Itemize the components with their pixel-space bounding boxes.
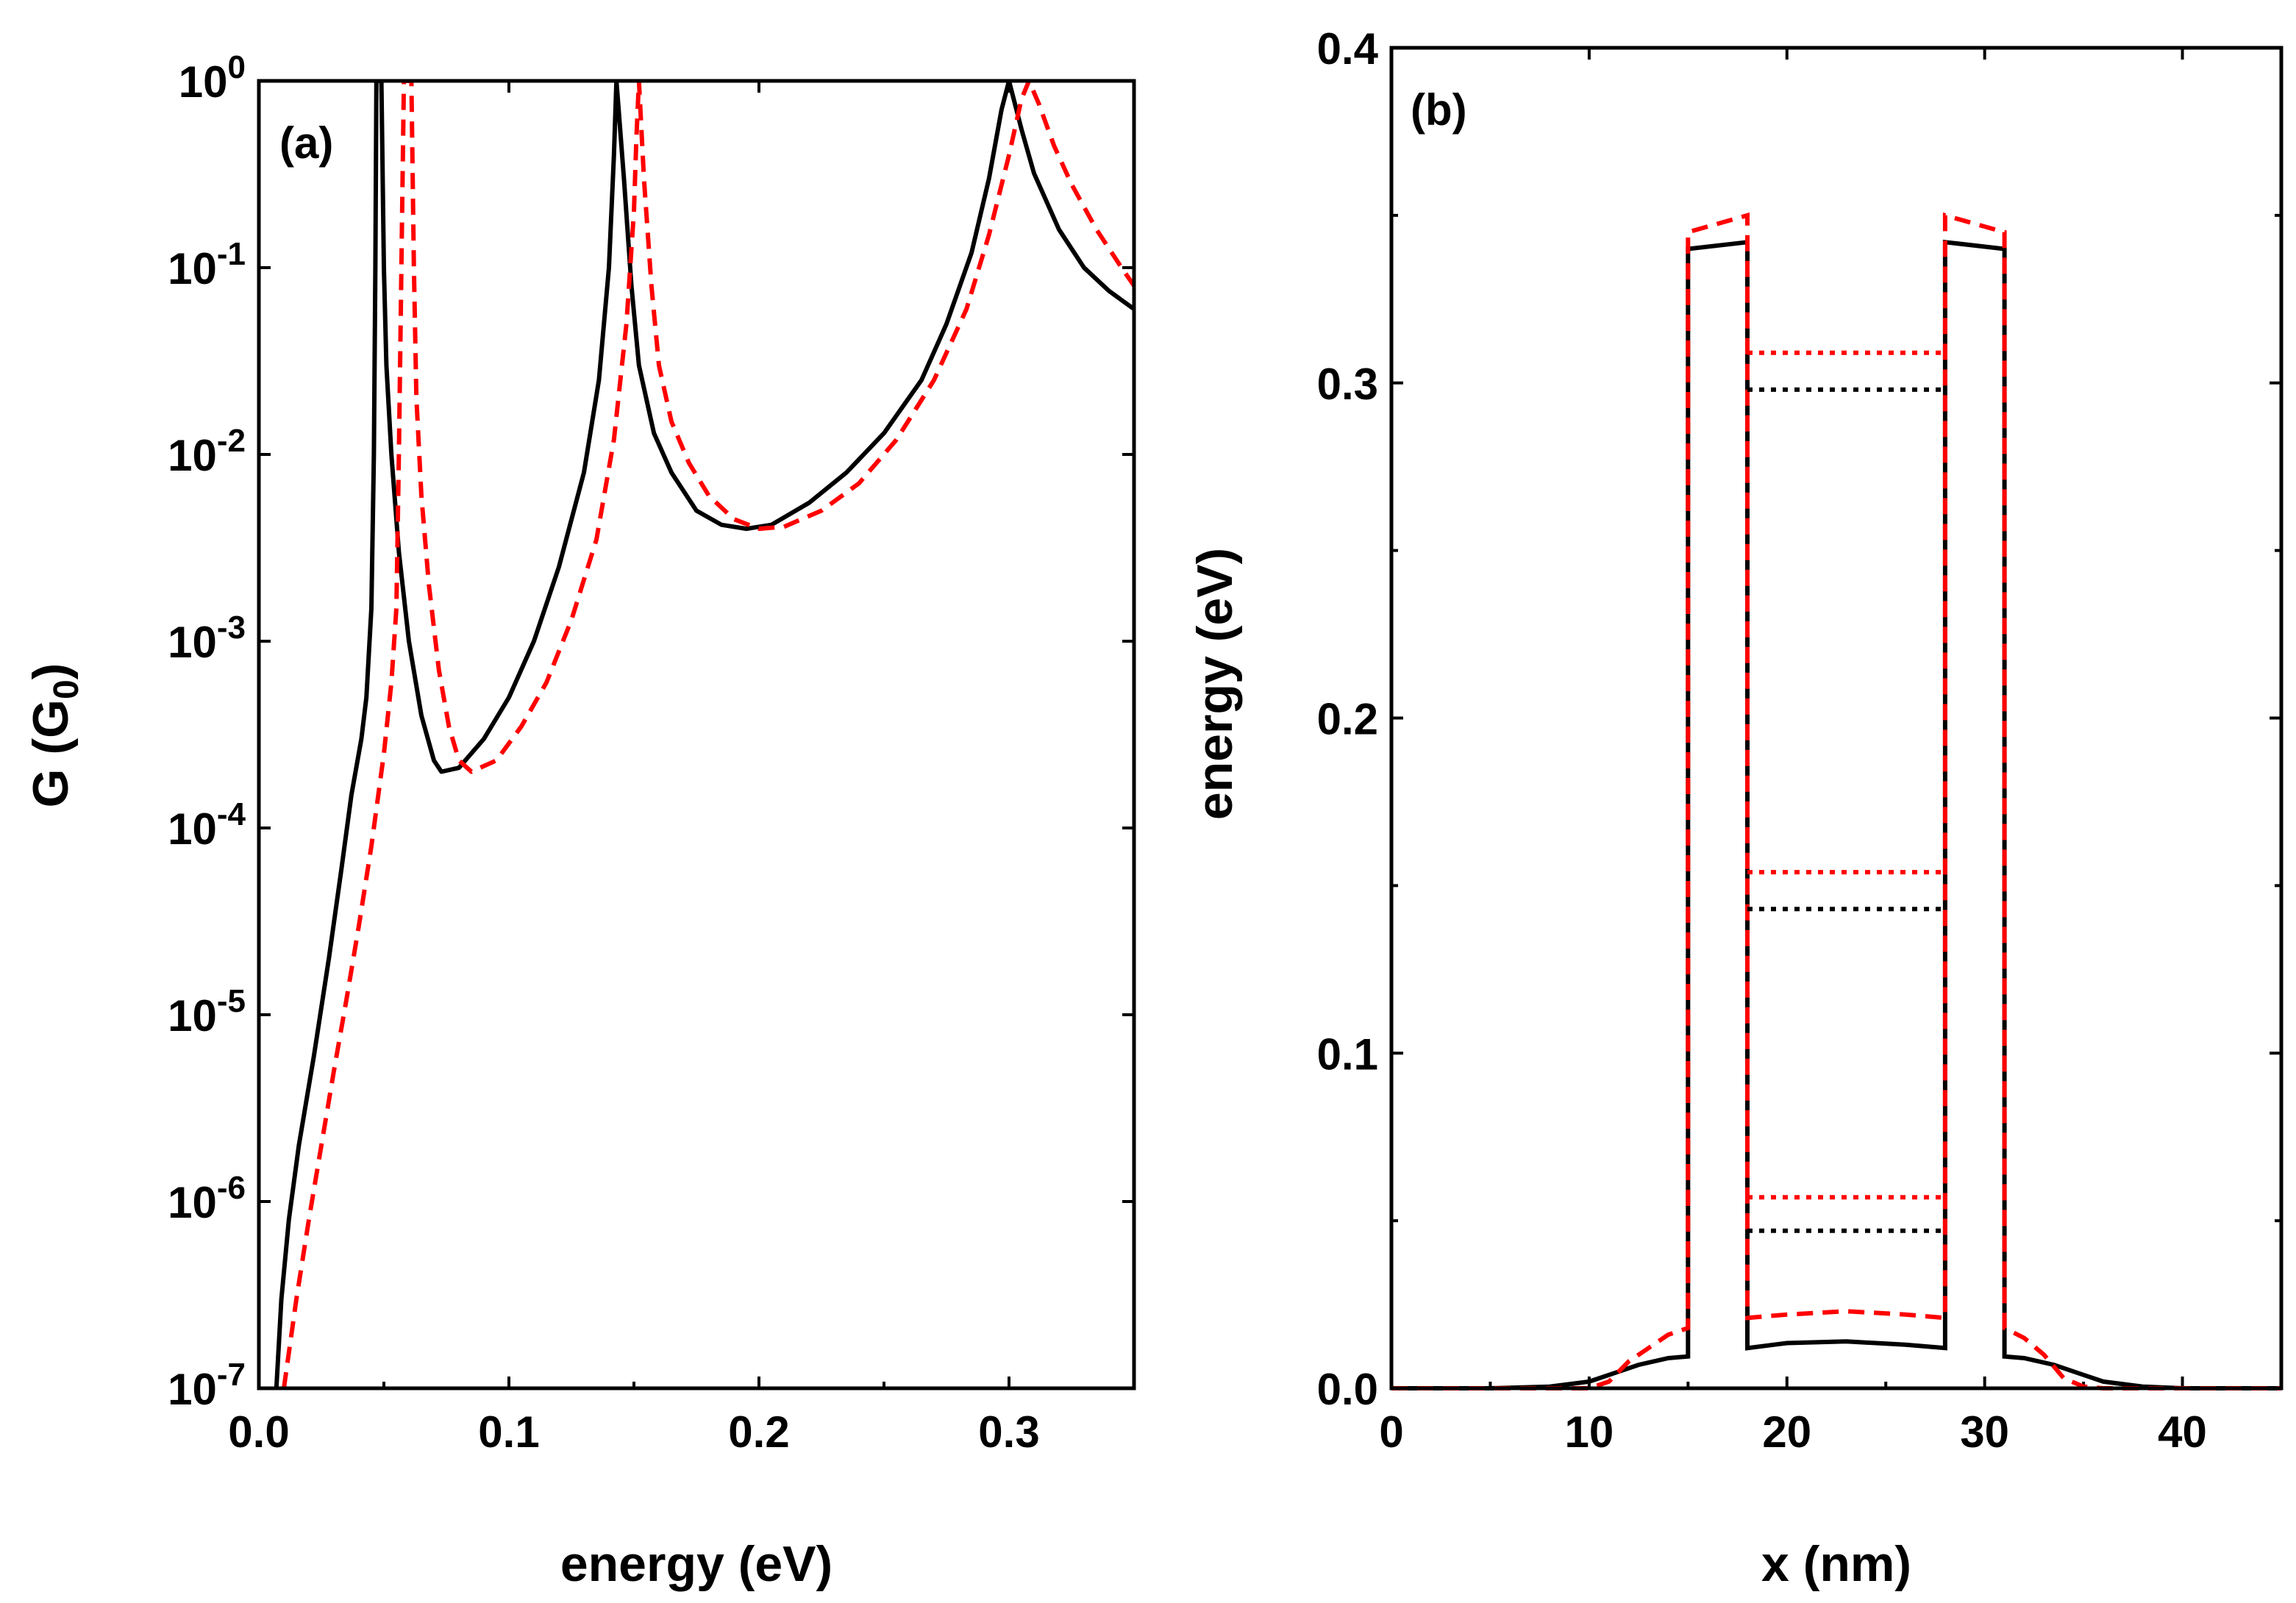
panel-b-y-tick-label: 0.0 <box>1317 1365 1378 1414</box>
panel-a-ticks: 0.0 0.1 0.2 0.310-710-610-510-410-310-210-1… <box>168 49 1134 1457</box>
panel-b-series-potential-solid <box>1391 239 2281 1390</box>
panel-a-ylabel-base: G (G <box>23 699 79 807</box>
panel-b-y-tick-label: 0.1 <box>1317 1029 1378 1079</box>
panel-a-y-tick-exp: -4 <box>217 796 246 832</box>
panel-a-y-tick-exp: -7 <box>217 1357 246 1393</box>
panel-b-x-tick-label: 0 <box>1379 1407 1403 1457</box>
panel-b-y-tick-label: 0.4 <box>1317 24 1379 74</box>
panel-b-series-potential-dashed <box>1391 212 2281 1390</box>
panel-a-y-tick-label: 10-5 <box>168 983 246 1040</box>
panel-b-label: (b) <box>1411 85 1467 135</box>
panel-a-y-tick-label: 10-1 <box>168 236 246 293</box>
panel-a-series <box>274 81 1134 1388</box>
panel-a-y-tick-base: 10 <box>168 618 217 667</box>
panel-a-y-tick-base: 10 <box>168 1365 217 1414</box>
panel-a-y-tick-base: 10 <box>168 804 217 854</box>
panel-a-frame <box>257 79 1136 1390</box>
panel-a-y-tick-exp: -3 <box>217 610 246 646</box>
panel-b-y-tick-label: 0.2 <box>1317 695 1378 744</box>
panel-b-x-tick-label: 40 <box>2158 1407 2207 1457</box>
panel-a-xlabel: energy (eV) <box>560 1536 833 1592</box>
panel-b-x-tick-label: 30 <box>1960 1407 2009 1457</box>
panel-a-y-tick-label: 10-4 <box>168 796 246 854</box>
panel-b-series <box>1391 212 2281 1390</box>
panel-a-y-tick-base: 10 <box>168 1178 217 1227</box>
panel-a-y-tick-base: 10 <box>168 244 217 293</box>
panel-a-y-tick-base: 10 <box>179 57 228 107</box>
panel-a-y-tick-label: 10-2 <box>168 423 246 480</box>
panel-a-y-tick-base: 10 <box>168 991 217 1040</box>
panel-b-y-tick-label: 0.3 <box>1317 360 1378 409</box>
panel-a-ylabel-sub: 0 <box>47 679 86 699</box>
panel-a-y-tick-exp: -6 <box>217 1170 246 1206</box>
panel-a-ylabel-close: ) <box>23 663 79 680</box>
panel-a-x-tick-label: 0.2 <box>728 1407 789 1457</box>
panel-a-y-tick-exp: -5 <box>217 983 246 1019</box>
panel-a-x-tick-label: 0.1 <box>478 1407 539 1457</box>
panel-a-y-tick-exp: -2 <box>217 423 246 459</box>
panel-a-y-tick-label: 10-3 <box>168 610 246 667</box>
panel-b-x-tick-label: 10 <box>1565 1407 1614 1457</box>
panel-a-y-tick-label: 10-7 <box>168 1357 246 1414</box>
panel-a-label: (a) <box>279 118 333 168</box>
panel-a-y-tick-exp: 0 <box>228 49 246 85</box>
panel-a-x-tick-label: 0.0 <box>228 1407 289 1457</box>
panel-b-ticks: 0 10 20 30 40 0.0 0.1 0.2 0.3 0.4 <box>1317 24 2281 1457</box>
panel-a-series-dashed <box>282 81 1134 1388</box>
panel-b-x-tick-label: 20 <box>1762 1407 1811 1457</box>
panel-b-frame <box>1389 46 2283 1390</box>
panel-b-xlabel: x (nm) <box>1761 1536 1911 1592</box>
panel-b-ylabel: energy (eV) <box>1187 548 1243 820</box>
panel-a-series-solid <box>274 81 1134 1388</box>
panel-a-ylabel: G (G0) <box>23 663 86 808</box>
panel-a-x-tick-label: 0.3 <box>978 1407 1039 1457</box>
panel-a-y-tick-base: 10 <box>168 431 217 480</box>
panel-a-y-tick-label: 100 <box>179 49 246 107</box>
panel-a-y-tick-exp: -1 <box>217 236 246 272</box>
panel-a-y-tick-label: 10-6 <box>168 1170 246 1227</box>
panel-b: 0 10 20 30 40 0.0 0.1 0.2 0.3 0.4 (b) x (nm) ener… <box>1187 24 2283 1592</box>
panel-a: 0.0 0.1 0.2 0.310-710-610-510-410-310-210-1… <box>23 49 1136 1592</box>
